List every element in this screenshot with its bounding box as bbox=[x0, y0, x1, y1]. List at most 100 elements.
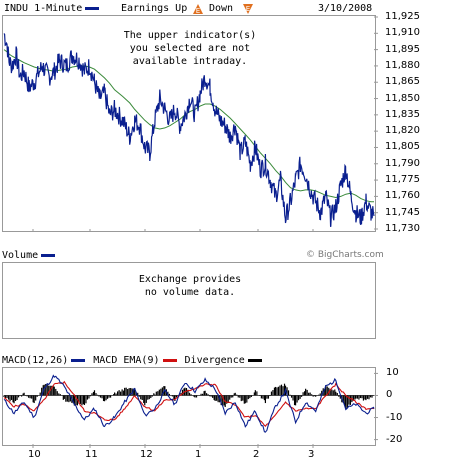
divergence-bar bbox=[103, 395, 106, 402]
price-y-tick-label: 11,760 bbox=[385, 190, 420, 202]
divergence-bar bbox=[190, 394, 192, 396]
divergence-bar bbox=[155, 391, 157, 396]
divergence-bar bbox=[96, 394, 99, 396]
divergence-bar bbox=[290, 395, 293, 398]
divergence-bar bbox=[246, 395, 248, 403]
divergence-bar bbox=[253, 392, 255, 396]
indicator-notice-line3: available intraday. bbox=[132, 56, 248, 67]
divergence-bar bbox=[13, 395, 15, 404]
divergence-bar bbox=[140, 395, 142, 400]
divergence-bar bbox=[267, 395, 270, 399]
divergence-bar bbox=[160, 388, 162, 396]
divergence-bar bbox=[195, 395, 198, 398]
divergence-bar bbox=[167, 391, 169, 396]
divergence-bar bbox=[366, 395, 369, 399]
divergence-bar bbox=[324, 389, 326, 396]
divergence-bar bbox=[33, 395, 35, 404]
divergence-bar bbox=[6, 395, 8, 398]
earnings-up-icon: E bbox=[193, 4, 203, 14]
divergence-bar bbox=[194, 395, 196, 398]
indicator-notice: The upper indicator(s) you selected are … bbox=[100, 29, 280, 68]
volume-panel bbox=[2, 262, 376, 339]
divergence-bar bbox=[82, 395, 85, 405]
divergence-bar bbox=[289, 394, 291, 396]
divergence-bar bbox=[283, 383, 286, 396]
earnings-down-icon: E bbox=[243, 4, 253, 14]
divergence-bar bbox=[144, 395, 146, 406]
divergence-bar bbox=[181, 389, 184, 396]
divergence-bar bbox=[69, 395, 71, 402]
divergence-bar bbox=[174, 395, 176, 402]
divergence-bar bbox=[326, 386, 328, 396]
earnings-legend-label: Earnings Up bbox=[121, 3, 188, 14]
divergence-bar bbox=[209, 395, 211, 397]
x-tick-label: 12 bbox=[140, 449, 153, 460]
divergence-bar bbox=[299, 395, 301, 399]
divergence-bar bbox=[346, 395, 348, 408]
divergence-bar bbox=[210, 395, 212, 397]
price-y-tick-label: 11,730 bbox=[385, 223, 420, 234]
divergence-bar bbox=[329, 389, 331, 396]
divergence-bar bbox=[20, 395, 23, 397]
volume-legend-swatch bbox=[41, 253, 56, 257]
divergence-bar bbox=[145, 395, 147, 403]
price-legend-swatch bbox=[85, 6, 100, 10]
divergence-bar bbox=[151, 395, 153, 397]
divergence-bar bbox=[134, 388, 136, 396]
divergence-bar bbox=[83, 395, 86, 405]
x-tick-label: 3 bbox=[308, 449, 315, 460]
divergence-bar bbox=[264, 395, 267, 404]
divergence-bar bbox=[4, 395, 7, 399]
divergence-bar bbox=[175, 395, 178, 398]
divergence-bar bbox=[26, 395, 28, 397]
divergence-bar bbox=[286, 387, 288, 396]
divergence-bar bbox=[62, 395, 64, 400]
divergence-bar bbox=[242, 395, 244, 401]
divergence-bar bbox=[52, 386, 54, 396]
divergence-bar bbox=[48, 385, 50, 396]
earnings-down-glyph: E bbox=[246, 5, 250, 13]
divergence-bar bbox=[254, 390, 256, 396]
divergence-bar bbox=[91, 393, 93, 396]
divergence-bar bbox=[39, 392, 41, 396]
divergence-bar bbox=[296, 395, 298, 403]
divergence-bar bbox=[92, 391, 95, 396]
divergence-bar bbox=[276, 387, 278, 396]
divergence-bar bbox=[227, 395, 229, 403]
divergence-bar bbox=[355, 395, 357, 399]
volume-notice-line1: Exchange provides bbox=[138, 274, 242, 285]
price-series-line bbox=[3, 33, 375, 228]
indicator-notice-line2: you selected are not bbox=[129, 43, 251, 54]
price-moving-average-line bbox=[3, 49, 374, 203]
macd-y-tick-label: -10 bbox=[386, 411, 403, 423]
macd-panel bbox=[2, 367, 376, 446]
divergence-bar bbox=[72, 395, 74, 404]
divergence-bar bbox=[365, 395, 367, 401]
divergence-bar bbox=[120, 391, 122, 396]
volume-notice: Exchange provides no volume data. bbox=[100, 273, 280, 299]
divergence-bar bbox=[117, 391, 119, 396]
divergence-bar bbox=[345, 395, 347, 410]
divergence-bar bbox=[229, 395, 231, 400]
divergence-bar bbox=[161, 387, 163, 396]
divergence-bar bbox=[102, 395, 105, 402]
divergence-bar bbox=[66, 395, 68, 402]
price-y-tick-label: 11,850 bbox=[385, 92, 420, 104]
ema-legend-label: MACD EMA(9) bbox=[93, 355, 160, 366]
divergence-bar bbox=[43, 384, 45, 396]
divergence-bar bbox=[53, 386, 55, 396]
divergence-bar bbox=[321, 390, 323, 396]
macd-y-tick-label: 10 bbox=[386, 367, 399, 379]
divergence-bar bbox=[85, 395, 87, 404]
macd-y-tick-label: 0 bbox=[386, 389, 393, 401]
divergence-bar bbox=[292, 395, 294, 401]
divergence-bar bbox=[240, 395, 242, 402]
divergence-bar bbox=[125, 387, 127, 396]
divergence-bar bbox=[28, 395, 30, 398]
divergence-bar bbox=[220, 395, 222, 406]
divergence-bar bbox=[230, 395, 232, 398]
divergence-legend-swatch bbox=[247, 358, 262, 362]
divergence-bar bbox=[99, 395, 102, 398]
divergence-bar bbox=[274, 386, 277, 396]
